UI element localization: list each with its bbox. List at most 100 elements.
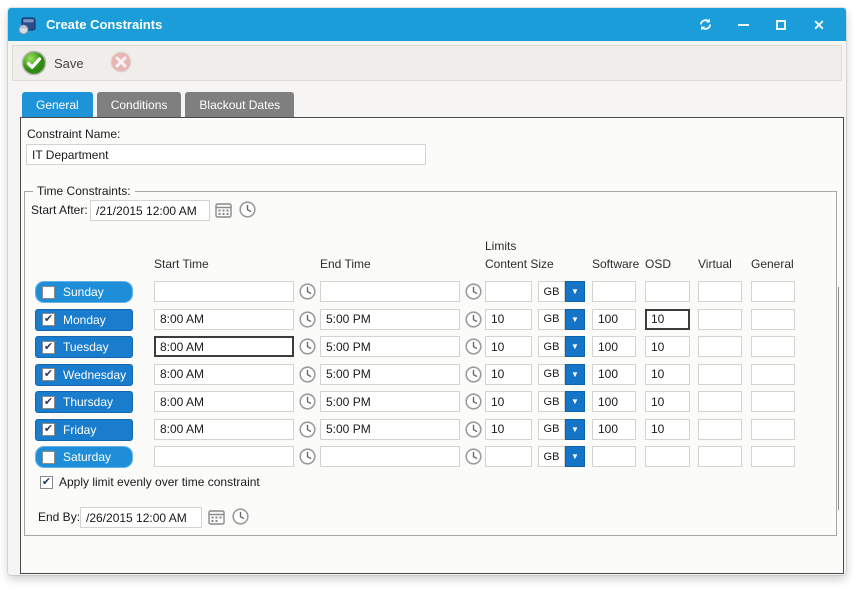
start-time-input[interactable] xyxy=(154,391,294,412)
osd-limit-input[interactable] xyxy=(645,418,690,440)
osd-limit-input[interactable] xyxy=(645,308,690,330)
general-limit-input[interactable] xyxy=(751,446,795,467)
general-limit-input[interactable] xyxy=(751,308,795,330)
end-time-clock-icon[interactable] xyxy=(465,365,482,383)
general-limit-input[interactable] xyxy=(751,418,795,440)
start-time-clock-icon[interactable] xyxy=(299,420,316,438)
day-checkbox[interactable]: ✔ xyxy=(42,423,55,436)
end-time-clock-icon[interactable] xyxy=(465,448,482,465)
software-limit-input[interactable] xyxy=(592,308,636,330)
tab-blackout-dates[interactable]: Blackout Dates xyxy=(185,92,295,118)
osd-limit-input[interactable] xyxy=(645,281,690,302)
unit-dropdown-button[interactable]: ▼ xyxy=(565,446,585,467)
osd-limit-input[interactable] xyxy=(645,363,690,385)
end-time-clock-icon[interactable] xyxy=(465,393,482,410)
day-checkbox[interactable] xyxy=(42,450,55,464)
start-time-clock-icon[interactable] xyxy=(299,365,316,383)
software-limit-input[interactable] xyxy=(592,281,636,302)
content-size-input[interactable] xyxy=(485,308,532,330)
content-size-input[interactable] xyxy=(485,281,532,302)
constraint-name-input[interactable] xyxy=(26,144,426,165)
end-time-input[interactable] xyxy=(320,308,460,330)
osd-limit-input[interactable] xyxy=(645,391,690,412)
osd-limit-input[interactable] xyxy=(645,446,690,467)
day-toggle-button[interactable]: ✔ Wednesday xyxy=(35,363,133,386)
software-limit-input[interactable] xyxy=(592,446,636,467)
end-time-input[interactable] xyxy=(320,391,460,412)
day-checkbox[interactable]: ✔ xyxy=(42,340,55,354)
tab-general[interactable]: General xyxy=(22,92,93,118)
day-toggle-button[interactable]: ✔ Friday xyxy=(35,418,133,441)
virtual-limit-input[interactable] xyxy=(698,418,742,440)
vertical-scrollbar[interactable] xyxy=(838,287,839,510)
start-time-clock-icon[interactable] xyxy=(299,393,316,410)
start-time-input[interactable] xyxy=(154,363,294,385)
start-time-input[interactable] xyxy=(154,446,294,467)
start-time-clock-icon[interactable] xyxy=(299,283,316,300)
end-by-clock-icon[interactable] xyxy=(232,508,249,528)
software-limit-input[interactable] xyxy=(592,391,636,412)
start-time-input[interactable] xyxy=(154,281,294,302)
day-checkbox[interactable]: ✔ xyxy=(42,313,55,326)
general-limit-input[interactable] xyxy=(751,336,795,357)
start-time-input[interactable] xyxy=(154,308,294,330)
virtual-limit-input[interactable] xyxy=(698,446,742,467)
start-time-clock-icon[interactable] xyxy=(299,338,316,355)
virtual-limit-input[interactable] xyxy=(698,336,742,357)
content-size-input[interactable] xyxy=(485,363,532,385)
maximize-button[interactable] xyxy=(772,16,790,34)
end-time-clock-icon[interactable] xyxy=(465,310,482,328)
unit-dropdown-button[interactable]: ▼ xyxy=(565,418,585,440)
day-toggle-button[interactable]: ✔ Tuesday xyxy=(35,336,133,358)
end-time-input[interactable] xyxy=(320,418,460,440)
tab-conditions[interactable]: Conditions xyxy=(96,92,182,118)
virtual-limit-input[interactable] xyxy=(698,281,742,302)
day-toggle-button[interactable]: Sunday xyxy=(35,281,133,303)
software-limit-input[interactable] xyxy=(592,418,636,440)
end-time-input[interactable] xyxy=(320,446,460,467)
start-time-clock-icon[interactable] xyxy=(299,448,316,465)
day-checkbox[interactable] xyxy=(42,285,55,299)
start-time-input[interactable] xyxy=(154,336,294,357)
unit-dropdown-button[interactable]: ▼ xyxy=(565,281,585,302)
unit-dropdown-button[interactable]: ▼ xyxy=(565,363,585,385)
osd-limit-input[interactable] xyxy=(645,336,690,357)
minimize-button[interactable] xyxy=(734,16,752,34)
general-limit-input[interactable] xyxy=(751,281,795,302)
content-size-input[interactable] xyxy=(485,336,532,357)
start-after-calendar-icon[interactable] xyxy=(215,202,232,221)
unit-dropdown-button[interactable]: ▼ xyxy=(565,336,585,357)
general-limit-input[interactable] xyxy=(751,391,795,412)
end-time-input[interactable] xyxy=(320,336,460,357)
start-time-clock-icon[interactable] xyxy=(299,310,316,328)
day-checkbox[interactable]: ✔ xyxy=(42,368,55,381)
unit-dropdown-button[interactable]: ▼ xyxy=(565,308,585,330)
end-time-input[interactable] xyxy=(320,363,460,385)
close-button[interactable]: ✕ xyxy=(810,16,828,34)
virtual-limit-input[interactable] xyxy=(698,308,742,330)
day-toggle-button[interactable]: Saturday xyxy=(35,446,133,468)
software-limit-input[interactable] xyxy=(592,336,636,357)
end-time-input[interactable] xyxy=(320,281,460,302)
apply-limit-checkbox[interactable]: ✔ xyxy=(40,475,53,489)
content-size-input[interactable] xyxy=(485,418,532,440)
day-toggle-button[interactable]: ✔ Thursday xyxy=(35,391,133,413)
save-button[interactable]: Save xyxy=(21,50,84,76)
end-time-clock-icon[interactable] xyxy=(465,338,482,355)
start-after-input[interactable] xyxy=(90,200,210,221)
general-limit-input[interactable] xyxy=(751,363,795,385)
virtual-limit-input[interactable] xyxy=(698,363,742,385)
virtual-limit-input[interactable] xyxy=(698,391,742,412)
unit-dropdown-button[interactable]: ▼ xyxy=(565,391,585,412)
day-toggle-button[interactable]: ✔ Monday xyxy=(35,308,133,331)
end-time-clock-icon[interactable] xyxy=(465,420,482,438)
start-after-clock-icon[interactable] xyxy=(239,201,256,221)
refresh-button[interactable] xyxy=(696,16,714,34)
end-by-calendar-icon[interactable] xyxy=(208,509,225,528)
end-by-input[interactable] xyxy=(80,507,202,528)
software-limit-input[interactable] xyxy=(592,363,636,385)
start-time-input[interactable] xyxy=(154,418,294,440)
content-size-input[interactable] xyxy=(485,446,532,467)
content-size-input[interactable] xyxy=(485,391,532,412)
end-time-clock-icon[interactable] xyxy=(465,283,482,300)
